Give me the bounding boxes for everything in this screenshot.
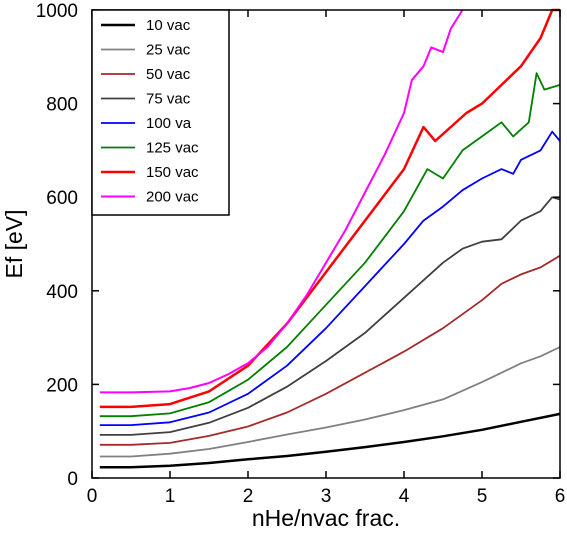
y-tick-label: 0: [67, 469, 78, 490]
y-tick-label: 1000: [36, 1, 78, 22]
legend-label-3: 50 vac: [146, 66, 191, 83]
x-tick-label: 4: [399, 486, 410, 507]
x-axis-title: nHe/nvac frac.: [252, 505, 400, 531]
legend-label-7: 150 vac: [146, 164, 199, 181]
y-tick-label: 400: [46, 282, 78, 303]
legend-label-6: 125 vac: [146, 140, 199, 157]
series-line-4: [99, 196, 561, 436]
x-tick-label: 1: [165, 486, 176, 507]
x-tick-label: 6: [555, 486, 566, 507]
x-tick-label: 2: [243, 486, 254, 507]
legend-label-4: 75 vac: [146, 91, 191, 108]
series-line-6: [99, 72, 561, 418]
series-line-7: [99, 8, 560, 409]
series-layer: [99, 8, 561, 469]
legend: 10 vac 25 vac 50 vac 75 vac 100 va 125 vac 150…: [91, 9, 230, 216]
legend-label-5: 100 va: [146, 115, 192, 132]
series-line-2: [99, 346, 561, 458]
series-line-1: [99, 412, 561, 469]
legend-label-8: 200 vac: [146, 189, 199, 206]
series-line-8: [99, 9, 464, 394]
x-tick-label: 5: [477, 486, 488, 507]
legend-label-1: 10 vac: [146, 17, 191, 34]
y-tick-label: 200: [46, 375, 78, 396]
series-line-5: [99, 130, 561, 427]
y-tick-label: 800: [46, 95, 78, 116]
x-tick-label: 0: [87, 486, 98, 507]
ticks-layer: 0 1 2 3 4 5 6 0 200 400 600 800 1000: [36, 1, 566, 507]
y-tick-label: 600: [46, 188, 78, 209]
series-line-3: [99, 254, 561, 446]
legend-label-2: 25 vac: [146, 42, 191, 59]
y-axis-title: Ef [eV]: [1, 209, 27, 278]
legend-box: [91, 9, 230, 216]
x-tick-label: 3: [321, 486, 332, 507]
